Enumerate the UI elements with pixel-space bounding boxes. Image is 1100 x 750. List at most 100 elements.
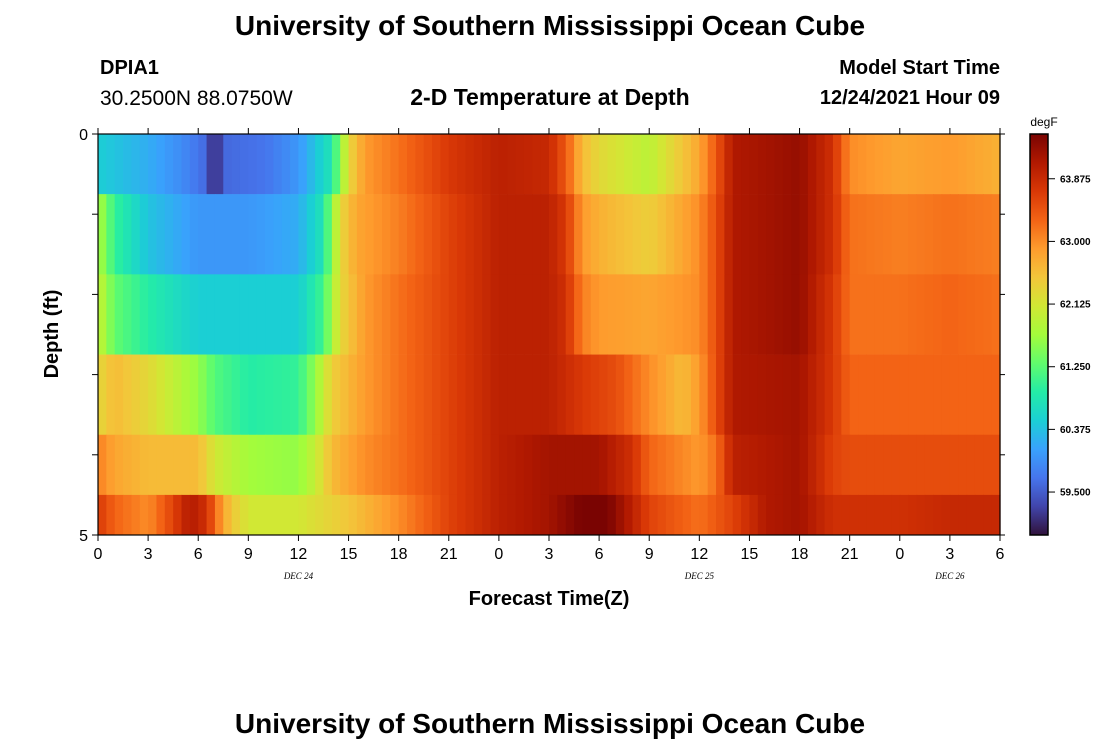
- heatmap-cell: [206, 494, 216, 536]
- heatmap-cell: [498, 274, 508, 355]
- heatmap-cell: [248, 354, 258, 436]
- heatmap-cell: [549, 494, 558, 536]
- heatmap-cell: [123, 274, 133, 355]
- heatmap-cell: [290, 194, 300, 275]
- heatmap-cell: [757, 134, 767, 195]
- heatmap-cell: [966, 194, 976, 275]
- heatmap-cell: [290, 354, 300, 436]
- heatmap-cell: [323, 354, 333, 436]
- heatmap-cell: [498, 434, 508, 496]
- heatmap-cell: [365, 434, 375, 496]
- heatmap-cell: [899, 274, 909, 355]
- heatmap-cell: [657, 494, 667, 536]
- heatmap-cell: [949, 134, 959, 195]
- heatmap-cell: [106, 434, 116, 496]
- x-tick-label: 0: [94, 546, 103, 563]
- heatmap-cell: [515, 134, 525, 195]
- heatmap-cell: [615, 494, 625, 536]
- heatmap-cell: [265, 134, 274, 195]
- heatmap-cell: [674, 274, 684, 355]
- heatmap-cell: [523, 134, 533, 195]
- heatmap-cell: [674, 494, 684, 536]
- heatmap-cell: [457, 354, 467, 436]
- heatmap-cell: [465, 434, 475, 496]
- heatmap-cell: [757, 274, 767, 355]
- heatmap-cell: [532, 194, 542, 275]
- heatmap-cell: [574, 434, 584, 496]
- heatmap-cell: [908, 494, 918, 536]
- heatmap-cell: [924, 194, 934, 275]
- heatmap-cell: [398, 274, 408, 355]
- heatmap-cell: [607, 354, 617, 436]
- heatmap-cell: [674, 434, 684, 496]
- heatmap-cell: [949, 494, 959, 536]
- heatmap-cell: [782, 134, 792, 195]
- heatmap-cell: [941, 494, 951, 536]
- heatmap-cell: [665, 134, 675, 195]
- heatmap-cell: [457, 134, 467, 195]
- heatmap-cell: [924, 494, 934, 536]
- heatmap-cell: [699, 134, 709, 195]
- heatmap-cell: [674, 354, 684, 436]
- heatmap-cell: [674, 194, 684, 275]
- x-day-label: DEC 25: [684, 571, 715, 581]
- heatmap-cell: [958, 134, 968, 195]
- heatmap-cell: [214, 434, 224, 496]
- heatmap-cell: [214, 274, 224, 355]
- heatmap-cell: [540, 354, 550, 436]
- heatmap-cell: [941, 354, 951, 436]
- heatmap-cell: [899, 354, 909, 436]
- heatmap-cell: [148, 274, 158, 355]
- heatmap-cell: [682, 354, 692, 436]
- heatmap-cell: [465, 274, 475, 355]
- heatmap-cell: [390, 134, 400, 195]
- heatmap-cell: [381, 354, 391, 436]
- heatmap-cell: [624, 194, 634, 275]
- heatmap-cell: [223, 194, 233, 275]
- heatmap-cell: [231, 134, 241, 195]
- heatmap-cell: [306, 134, 316, 195]
- heatmap-cell: [390, 494, 400, 536]
- heatmap-cell: [281, 494, 291, 536]
- heatmap-cell: [515, 194, 525, 275]
- heatmap-cell: [540, 494, 550, 536]
- heatmap-cell: [98, 274, 107, 355]
- heatmap-cell: [816, 134, 826, 195]
- heatmap-cell: [690, 494, 700, 536]
- x-tick-label: 18: [791, 546, 809, 563]
- heatmap-cell: [482, 134, 492, 195]
- heatmap-cell: [273, 274, 283, 355]
- heatmap-cell: [156, 354, 166, 436]
- heatmap-cell: [123, 194, 133, 275]
- heatmap-cell: [707, 134, 717, 195]
- station-coords: 30.2500N 88.0750W: [100, 87, 293, 110]
- heatmap-cell: [599, 494, 609, 536]
- heatmap-cell: [807, 434, 817, 496]
- heatmap-cell: [239, 134, 249, 195]
- heatmap-cell: [482, 194, 492, 275]
- heatmap-cell: [281, 194, 291, 275]
- heatmap-cell: [899, 494, 909, 536]
- heatmap-cell: [966, 134, 976, 195]
- heatmap-layer: [98, 434, 1001, 496]
- heatmap-cell: [181, 134, 191, 195]
- heatmap-cell: [106, 354, 116, 436]
- heatmap-cell: [741, 274, 751, 355]
- heatmap-cell: [256, 134, 266, 195]
- heatmap-cell: [916, 434, 926, 496]
- heatmap-cell: [615, 194, 625, 275]
- heatmap-cell: [690, 274, 700, 355]
- heatmap-cell: [181, 354, 191, 436]
- heatmap-cell: [348, 134, 358, 195]
- footer-title: University of Southern Mississippi Ocean…: [234, 708, 866, 739]
- heatmap-cell: [98, 434, 107, 496]
- heatmap-cell: [690, 354, 700, 436]
- heatmap-cell: [390, 274, 400, 355]
- y-axis-label: Depth (ft): [41, 290, 63, 379]
- heatmap-cell: [690, 194, 700, 275]
- heatmap-cell: [665, 194, 675, 275]
- heatmap-cell: [440, 434, 450, 496]
- heatmap-cell: [699, 274, 709, 355]
- colorbar-tick-label: 63.000: [1060, 237, 1091, 248]
- heatmap-cell: [407, 494, 416, 536]
